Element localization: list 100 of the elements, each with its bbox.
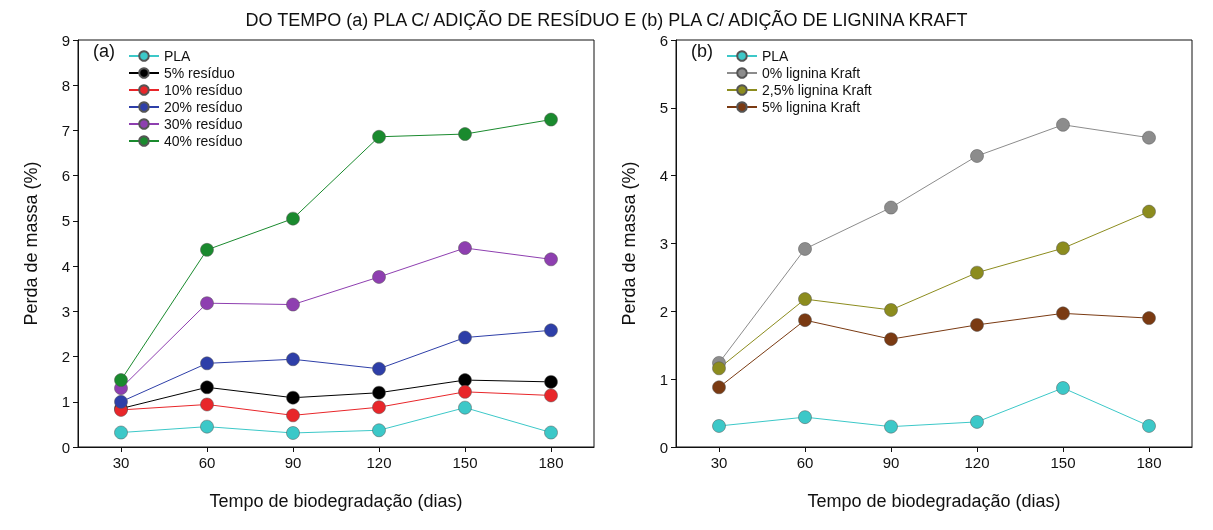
legend-label: PLA <box>164 48 192 64</box>
point <box>884 303 898 317</box>
legend-label: 0% lignina Kraft <box>762 65 861 81</box>
point <box>1142 204 1156 219</box>
point <box>114 425 128 440</box>
point <box>970 265 984 280</box>
y-tick-label: 4 <box>659 167 668 185</box>
x-tick-label: 150 <box>452 454 478 471</box>
y-axis-title: Perda de massa (%) <box>619 161 639 326</box>
legend-label: 5% resíduo <box>164 65 236 81</box>
point <box>458 127 472 141</box>
legend-label: 2,5% lignina Kraft <box>762 82 872 98</box>
point <box>286 408 300 423</box>
point <box>970 415 984 429</box>
x-tick-label: 120 <box>366 454 392 471</box>
point <box>712 419 726 433</box>
point <box>884 332 898 346</box>
x-tick-label: 120 <box>964 454 990 471</box>
y-tick-label: 5 <box>659 99 668 117</box>
legend-label: PLA <box>762 48 790 64</box>
point <box>286 297 300 312</box>
point <box>200 419 214 434</box>
legend-label: 40% resíduo <box>164 133 243 149</box>
x-tick-label: 90 <box>882 454 900 471</box>
legend-label: 20% resíduo <box>164 99 243 115</box>
y-tick-label: 1 <box>61 393 70 411</box>
annotation: (b) <box>691 41 713 61</box>
point <box>1056 241 1070 255</box>
point <box>544 388 558 403</box>
point <box>458 330 472 345</box>
point <box>200 296 214 310</box>
x-tick-label: 30 <box>112 454 130 471</box>
point <box>544 252 558 267</box>
point <box>1056 306 1070 321</box>
point <box>372 270 386 284</box>
point <box>200 243 214 257</box>
chart-title: DO TEMPO (a) PLA C/ ADIÇÃO DE RESÍDUO E (b) PLA C/ ADIÇÃO DE LIGNINA KRAFT <box>244 9 969 32</box>
x-tick-label: 60 <box>796 454 814 471</box>
x-tick-label: 150 <box>1050 454 1076 471</box>
point <box>970 318 984 332</box>
x-tick-label: 180 <box>538 454 564 471</box>
point <box>1142 419 1156 433</box>
point <box>458 373 472 387</box>
point <box>884 200 898 215</box>
point <box>200 356 214 371</box>
point <box>798 313 812 327</box>
point <box>458 241 472 255</box>
point <box>286 352 300 367</box>
y-tick-label: 0 <box>61 438 70 456</box>
y-tick-label: 3 <box>659 235 668 252</box>
point <box>712 361 726 376</box>
annotation: (a) <box>93 41 115 61</box>
x-tick-label: 180 <box>1136 454 1162 471</box>
y-tick-label: 9 <box>61 31 70 49</box>
point <box>372 423 386 438</box>
point <box>458 385 472 399</box>
point <box>544 375 558 389</box>
point <box>200 380 214 395</box>
point <box>114 395 128 409</box>
point <box>114 373 128 387</box>
y-tick-label: 6 <box>61 167 70 185</box>
x-axis-title: Tempo de biodegradação (dias) <box>807 491 1061 511</box>
point <box>798 410 812 424</box>
x-tick-label: 90 <box>284 454 302 471</box>
y-tick-label: 1 <box>659 370 668 388</box>
point <box>200 397 214 412</box>
point <box>1056 118 1070 132</box>
point <box>458 400 472 415</box>
point <box>544 323 558 338</box>
point <box>372 362 386 376</box>
x-axis-title: Tempo de biodegradação (dias) <box>209 491 463 511</box>
point <box>372 130 386 144</box>
y-tick-label: 6 <box>659 31 668 49</box>
point <box>970 149 984 163</box>
x-tick-label: 30 <box>710 454 728 471</box>
point <box>712 380 726 395</box>
point <box>1056 381 1070 395</box>
y-tick-label: 5 <box>61 212 70 230</box>
y-tick-label: 2 <box>61 348 70 366</box>
point <box>286 390 300 405</box>
y-tick-label: 4 <box>61 257 70 275</box>
legend-label: 10% resíduo <box>164 82 243 98</box>
x-tick-label: 60 <box>198 454 216 471</box>
point <box>372 385 386 400</box>
y-axis-title: Perda de massa (%) <box>21 161 41 326</box>
y-tick-label: 3 <box>61 302 70 320</box>
point <box>372 400 386 414</box>
point <box>286 426 300 440</box>
point <box>1142 311 1156 325</box>
point <box>798 242 812 256</box>
y-tick-label: 0 <box>659 438 668 456</box>
legend-label: 30% resíduo <box>164 116 243 132</box>
y-tick-label: 8 <box>61 76 70 94</box>
y-tick-label: 2 <box>659 302 668 320</box>
legend-label: 5% lignina Kraft <box>762 99 861 115</box>
y-tick-label: 7 <box>61 121 70 139</box>
point <box>544 112 558 127</box>
point <box>1142 130 1156 145</box>
point <box>544 425 558 440</box>
point <box>286 211 300 226</box>
